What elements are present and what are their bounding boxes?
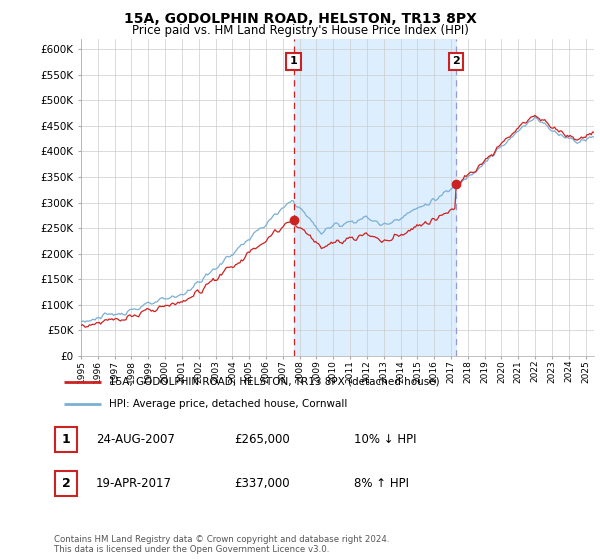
Text: 1: 1 xyxy=(290,57,298,66)
Text: 15A, GODOLPHIN ROAD, HELSTON, TR13 8PX: 15A, GODOLPHIN ROAD, HELSTON, TR13 8PX xyxy=(124,12,476,26)
Text: Contains HM Land Registry data © Crown copyright and database right 2024.
This d: Contains HM Land Registry data © Crown c… xyxy=(54,535,389,554)
Text: 24-AUG-2007: 24-AUG-2007 xyxy=(96,433,175,446)
Text: £337,000: £337,000 xyxy=(234,477,290,490)
Text: £265,000: £265,000 xyxy=(234,433,290,446)
Bar xyxy=(294,39,456,356)
Text: 15A, GODOLPHIN ROAD, HELSTON, TR13 8PX (detached house): 15A, GODOLPHIN ROAD, HELSTON, TR13 8PX (… xyxy=(109,377,439,386)
Text: Price paid vs. HM Land Registry's House Price Index (HPI): Price paid vs. HM Land Registry's House … xyxy=(131,24,469,36)
Text: 2: 2 xyxy=(62,477,70,490)
Text: 10% ↓ HPI: 10% ↓ HPI xyxy=(354,433,416,446)
Text: 2: 2 xyxy=(452,57,460,66)
Text: 19-APR-2017: 19-APR-2017 xyxy=(96,477,172,490)
Text: HPI: Average price, detached house, Cornwall: HPI: Average price, detached house, Corn… xyxy=(109,399,347,409)
Text: 8% ↑ HPI: 8% ↑ HPI xyxy=(354,477,409,490)
Text: 1: 1 xyxy=(62,433,70,446)
